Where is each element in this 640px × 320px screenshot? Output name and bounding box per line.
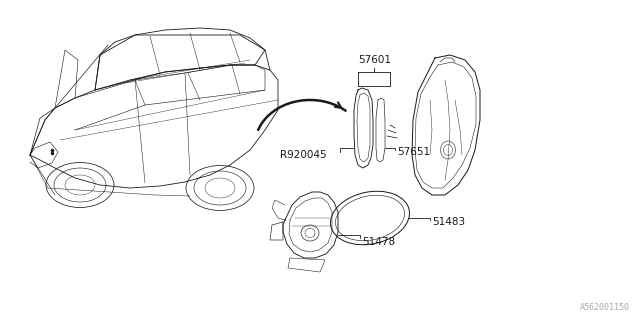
Text: 57601: 57601 [358, 55, 391, 65]
Text: 51478: 51478 [362, 237, 395, 247]
Text: 51483: 51483 [432, 217, 465, 227]
Text: R920045: R920045 [280, 150, 326, 160]
Text: 57651: 57651 [397, 147, 430, 157]
Text: A562001150: A562001150 [580, 303, 630, 312]
